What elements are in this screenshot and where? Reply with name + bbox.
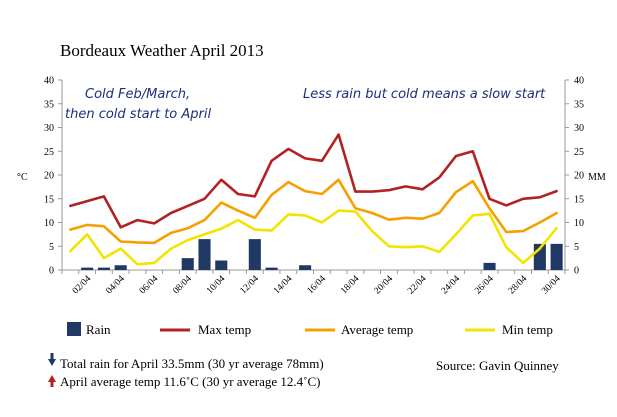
source-credit: Source: Gavin Quinney (436, 358, 559, 373)
rain-bar (181, 258, 194, 270)
down-arrow-icon (48, 359, 56, 366)
y-tick-label-right: 30 (574, 123, 584, 134)
max-temp-line (69, 133, 558, 229)
legend-max-label: Max temp (198, 322, 251, 337)
x-tick-label: 02/04 (71, 274, 94, 297)
annotation-slow-start: Less rain but cold means a slow start (303, 87, 546, 102)
y-tick-label-left: 35 (44, 99, 54, 110)
annotation-cold-april: then cold start to April (65, 107, 211, 122)
rain-bar (198, 239, 211, 270)
rain-bars (81, 239, 563, 270)
y-tick-label-right: 15 (574, 194, 584, 205)
y-tick-label-right: 10 (574, 218, 584, 229)
annotation-cold-feb: Cold Feb/March, (85, 87, 190, 102)
chart-title: Bordeaux Weather April 2013 (60, 41, 264, 60)
rain-bar (114, 265, 127, 270)
x-tick-label: 22/04 (406, 274, 429, 297)
rain-bar (483, 262, 496, 270)
y-axis-label-left: °C (17, 172, 28, 183)
x-tick-label: 20/04 (373, 274, 396, 297)
x-tick-label: 08/04 (171, 274, 194, 297)
y-tick-label-right: 25 (574, 147, 584, 158)
y-tick-label-right: 35 (574, 99, 584, 110)
up-arrow-stem-icon (50, 381, 54, 387)
x-tick-label: 06/04 (138, 274, 161, 297)
x-tick-label: 28/04 (507, 274, 530, 297)
x-tick-label: 24/04 (440, 274, 463, 297)
y-tick-label-left: 5 (49, 242, 54, 253)
y-tick-label-left: 20 (44, 171, 54, 182)
x-tick-label: 04/04 (104, 274, 127, 297)
temperature-lines (69, 133, 558, 266)
y-tick-label-left: 30 (44, 123, 54, 134)
up-arrow-icon (48, 375, 56, 382)
rain-bar (215, 260, 228, 270)
x-tick-label: 14/04 (272, 274, 295, 297)
legend-rain-label: Rain (86, 322, 111, 337)
legend-avg-label: Average temp (341, 322, 413, 337)
y-tick-label-right: 5 (574, 242, 579, 253)
x-tick-label: 16/04 (306, 274, 329, 297)
y-tick-label-right: 20 (574, 171, 584, 182)
y-tick-label-right: 0 (574, 266, 579, 277)
legend-min-label: Min temp (502, 322, 553, 337)
rain-bar (299, 265, 312, 270)
y-tick-label-left: 10 (44, 218, 54, 229)
y-tick-label-left: 40 (44, 76, 54, 87)
x-tick-label: 10/04 (205, 274, 228, 297)
legend-rain-swatch (67, 322, 81, 336)
min-temp-line (69, 209, 558, 266)
avg-temp-note: April average temp 11.6˚C (30 yr average… (60, 374, 321, 389)
y-tick-label-left: 0 (49, 266, 54, 277)
rain-bar (81, 267, 94, 270)
rain-total-note: Total rain for April 33.5mm (30 yr avera… (60, 356, 324, 371)
y-tick-label-left: 25 (44, 147, 54, 158)
down-arrow-stem-icon (50, 353, 54, 360)
y-tick-label-left: 15 (44, 194, 54, 205)
rain-bar (265, 267, 278, 270)
y-tick-label-right: 40 (574, 76, 584, 87)
y-axis-label-right: MM (588, 172, 606, 183)
average-temp-line (69, 178, 558, 245)
x-tick-label: 30/04 (540, 274, 563, 297)
rain-bar (248, 239, 261, 270)
legend: Rain Max temp Average temp Min temp (67, 322, 553, 337)
rain-bar (97, 267, 110, 270)
x-tick-label: 12/04 (239, 274, 262, 297)
rain-bar (550, 243, 563, 270)
x-tick-label: 18/04 (339, 274, 362, 297)
x-tick-label: 26/04 (473, 274, 496, 297)
